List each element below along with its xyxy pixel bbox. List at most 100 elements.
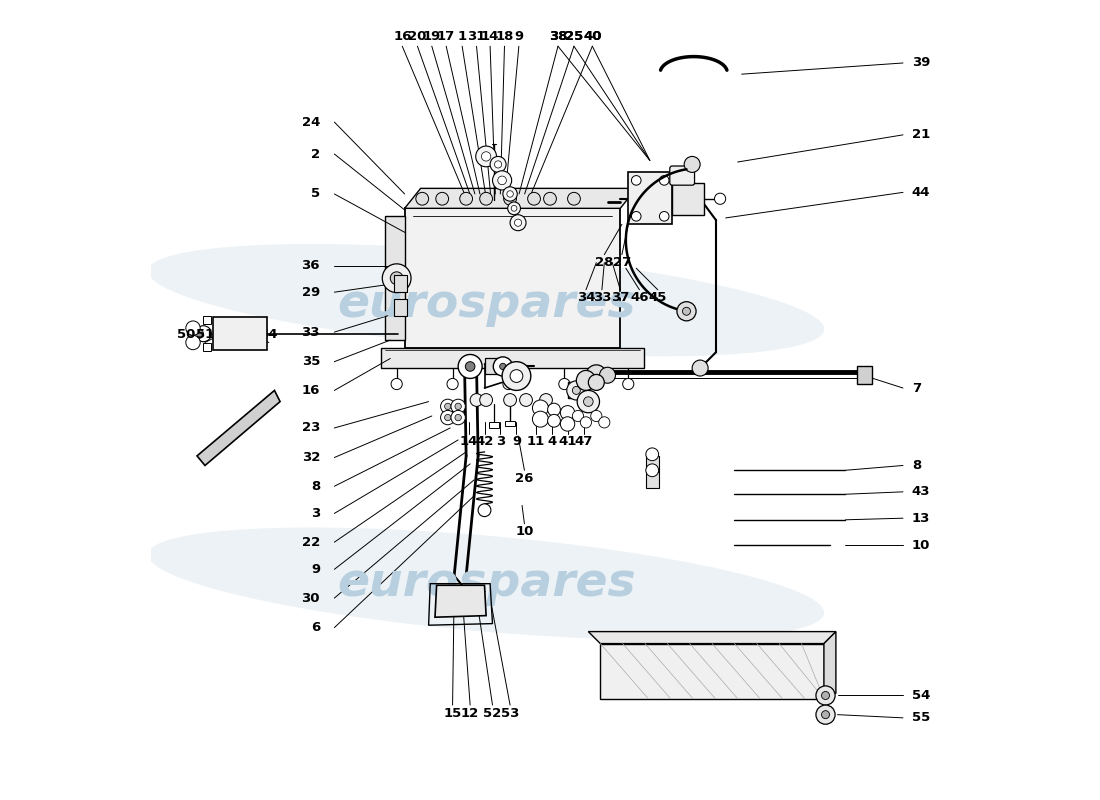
Circle shape: [548, 414, 560, 427]
Bar: [394, 298, 407, 316]
Text: 10: 10: [912, 539, 931, 552]
Text: 13: 13: [912, 512, 931, 525]
Text: 20: 20: [408, 30, 427, 43]
Text: 36: 36: [301, 259, 320, 272]
Circle shape: [451, 410, 465, 425]
Text: 14: 14: [481, 30, 499, 43]
Polygon shape: [405, 188, 636, 208]
Circle shape: [631, 175, 641, 185]
Circle shape: [504, 192, 517, 205]
Text: 6: 6: [310, 621, 320, 634]
Text: 40: 40: [583, 30, 602, 43]
Text: 4: 4: [547, 435, 557, 448]
Text: 19: 19: [422, 30, 441, 43]
Text: 28: 28: [595, 256, 614, 269]
Text: 40: 40: [583, 30, 602, 43]
Polygon shape: [197, 390, 280, 466]
Text: 31: 31: [468, 30, 486, 43]
Polygon shape: [434, 586, 486, 618]
Text: 25: 25: [564, 30, 583, 43]
Bar: [394, 274, 407, 292]
Circle shape: [583, 397, 593, 406]
Bar: [490, 422, 499, 428]
Circle shape: [646, 448, 659, 461]
Bar: [646, 472, 659, 488]
Text: 37: 37: [612, 291, 629, 304]
Circle shape: [692, 360, 708, 376]
Bar: [505, 421, 515, 426]
Text: 39: 39: [912, 57, 931, 70]
Circle shape: [478, 504, 491, 517]
Circle shape: [436, 192, 449, 205]
Circle shape: [510, 370, 522, 382]
Circle shape: [598, 417, 609, 428]
Circle shape: [465, 362, 475, 371]
Circle shape: [591, 410, 602, 422]
Circle shape: [455, 403, 461, 410]
Text: 3: 3: [310, 507, 320, 520]
Circle shape: [623, 378, 634, 390]
Circle shape: [392, 378, 403, 390]
Bar: [672, 182, 704, 214]
Text: 23: 23: [301, 422, 320, 434]
Circle shape: [568, 192, 581, 205]
Circle shape: [507, 190, 514, 197]
Circle shape: [715, 193, 726, 204]
Text: 14: 14: [460, 435, 477, 448]
Text: 50: 50: [177, 328, 196, 341]
Circle shape: [822, 691, 829, 699]
Polygon shape: [385, 216, 405, 340]
Ellipse shape: [148, 244, 824, 356]
Circle shape: [659, 175, 669, 185]
Text: 8: 8: [310, 480, 320, 493]
Circle shape: [581, 417, 592, 428]
Text: 9: 9: [515, 30, 524, 43]
Text: 16: 16: [301, 384, 320, 397]
Ellipse shape: [440, 195, 460, 205]
Circle shape: [631, 211, 641, 221]
Circle shape: [586, 365, 607, 386]
Circle shape: [572, 410, 583, 422]
Circle shape: [646, 464, 659, 477]
Text: 35: 35: [301, 355, 320, 368]
Circle shape: [196, 326, 211, 342]
Text: 54: 54: [912, 689, 931, 702]
Circle shape: [451, 399, 465, 414]
Text: 8: 8: [912, 459, 921, 472]
Text: 42: 42: [475, 435, 494, 448]
Text: 32: 32: [301, 451, 320, 464]
Circle shape: [444, 403, 451, 410]
Text: 24: 24: [301, 115, 320, 129]
Circle shape: [455, 414, 461, 421]
Circle shape: [504, 394, 517, 406]
Circle shape: [532, 411, 549, 427]
Circle shape: [390, 272, 403, 285]
Ellipse shape: [148, 527, 824, 640]
Circle shape: [459, 354, 482, 378]
Circle shape: [186, 321, 200, 335]
Text: 47: 47: [574, 435, 593, 448]
Circle shape: [822, 710, 829, 718]
Text: 38: 38: [549, 30, 568, 43]
Text: 33: 33: [301, 326, 320, 338]
Text: 21: 21: [912, 128, 930, 142]
Bar: [646, 456, 659, 472]
Circle shape: [502, 362, 531, 390]
Text: 12: 12: [461, 706, 480, 719]
Bar: [204, 316, 211, 324]
Circle shape: [578, 390, 600, 413]
Bar: [628, 172, 672, 224]
Circle shape: [600, 367, 616, 383]
Text: 46: 46: [630, 291, 649, 304]
Bar: [858, 366, 872, 384]
Text: 10: 10: [515, 526, 534, 538]
Text: 26: 26: [515, 472, 534, 485]
Circle shape: [508, 202, 520, 214]
Text: 27: 27: [613, 256, 631, 269]
Text: 33: 33: [593, 291, 612, 304]
Ellipse shape: [588, 374, 604, 390]
Circle shape: [493, 357, 513, 376]
Text: 15: 15: [443, 706, 462, 719]
Circle shape: [383, 264, 411, 293]
Polygon shape: [405, 208, 620, 348]
